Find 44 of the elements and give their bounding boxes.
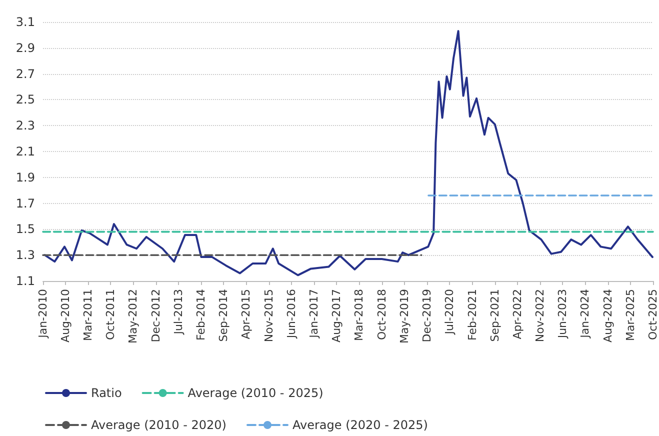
x-tick-label: Jan-2017	[308, 289, 321, 339]
legend-label: Ratio	[91, 386, 122, 400]
x-tick-label: Sep-2014	[217, 289, 230, 342]
x-tick-label: Oct-2011	[104, 289, 118, 340]
x-tick-label: Oct-2025	[646, 289, 659, 340]
line-series	[44, 30, 654, 276]
y-tick-label: 1.5	[16, 222, 35, 236]
x-tick-label: Dec-2012	[149, 289, 162, 342]
x-tick-label: Mar-2025	[624, 289, 637, 342]
y-tick-label: 1.1	[16, 274, 35, 288]
x-tick-label: Jun-2023	[556, 289, 570, 340]
x-tick-label: Oct-2018	[375, 289, 388, 340]
y-tick-label: 1.3	[16, 248, 35, 262]
legend-label: Average (2010 - 2025)	[188, 386, 324, 400]
x-tick-label: Mar-2011	[81, 289, 94, 342]
y-tick-label: 2.9	[16, 40, 35, 55]
x-tick-label: Jan-2024	[578, 289, 592, 339]
y-tick-label: 2.3	[16, 118, 35, 133]
legend-label: Average (2010 - 2020)	[91, 418, 226, 432]
x-tick-label: Apr-2022	[510, 289, 524, 340]
x-tick-label: Aug-2017	[330, 289, 344, 342]
x-tick-label: Jul-2020	[443, 289, 456, 336]
y-tick-label: 1.7	[16, 196, 35, 210]
x-tick-label: Mar-2018	[352, 289, 366, 342]
y-tick-label: 3.1	[16, 15, 35, 29]
y-tick-label: 2.7	[16, 66, 35, 81]
legend-label: Average (2020 - 2025)	[292, 418, 428, 432]
x-tick-label: Sep-2021	[488, 289, 502, 342]
y-tick-label: 2.5	[16, 92, 35, 107]
x-tick-label: Nov-2022	[534, 289, 547, 342]
x-tick-label: Aug-2024	[601, 289, 614, 342]
x-tick-label: Jan-2010	[36, 289, 50, 339]
x-tick-label: Jun-2016	[284, 289, 298, 340]
y-tick-label: 2.1	[16, 144, 35, 158]
x-tick-label: Feb-2021	[466, 289, 479, 340]
x-tick-label: Jul-2013	[172, 289, 185, 336]
x-tick-label: Dec-2019	[420, 289, 434, 342]
x-tick-label: Nov-2015	[262, 289, 276, 342]
y-tick-label: 1.9	[16, 170, 35, 184]
x-tick-label: May-2012	[126, 289, 140, 344]
x-tick-label: May-2019	[398, 289, 411, 344]
x-tick-label: Aug-2010	[58, 289, 72, 342]
x-tick-label: Apr-2015	[240, 289, 253, 340]
x-tick-label: Feb-2014	[194, 289, 208, 340]
